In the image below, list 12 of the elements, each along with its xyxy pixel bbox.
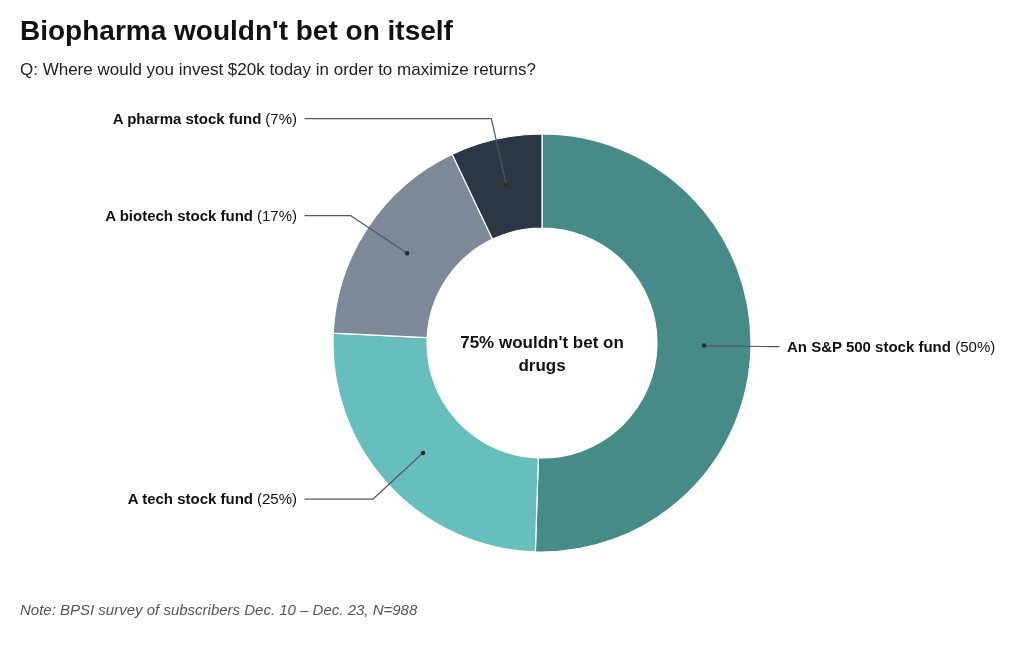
slice-label: An S&P 500 stock fund bbox=[787, 337, 951, 355]
data-label: (50%) bbox=[955, 337, 996, 355]
chart-subtitle: Q: Where would you invest $20k today in order to maximize returns? bbox=[20, 60, 536, 79]
data-label: (17%) bbox=[256, 206, 297, 224]
text: Note: BPSI survey of subscribers Dec. 10 – Dec. 23, N=988 bbox=[20, 601, 418, 618]
data-label: (7%) bbox=[265, 109, 297, 127]
slice-label: A biotech stock fund bbox=[105, 206, 253, 224]
chart-title: Biopharma wouldn't bet on itself bbox=[20, 15, 454, 46]
data-label: (25%) bbox=[256, 490, 297, 508]
text: 75% wouldn't bet on drugs bbox=[460, 333, 624, 375]
slice-label: A tech stock fund bbox=[127, 490, 253, 508]
slice-label: A pharma stock fund bbox=[112, 109, 262, 127]
